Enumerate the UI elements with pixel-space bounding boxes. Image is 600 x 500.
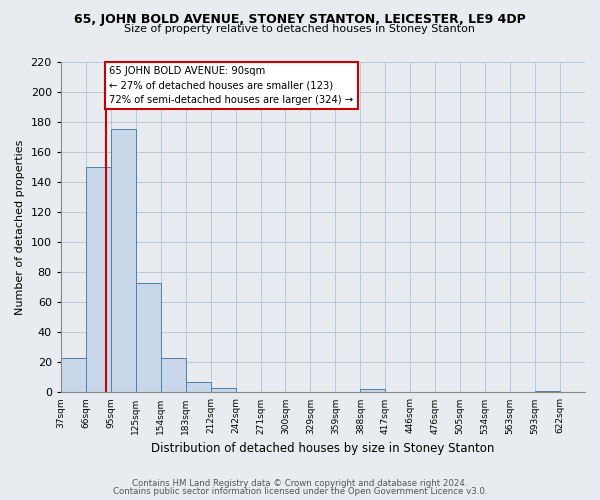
Y-axis label: Number of detached properties: Number of detached properties	[15, 140, 25, 314]
Bar	[211, 388, 236, 392]
Text: Contains HM Land Registry data © Crown copyright and database right 2024.: Contains HM Land Registry data © Crown c…	[132, 478, 468, 488]
Text: 65, JOHN BOLD AVENUE, STONEY STANTON, LEICESTER, LE9 4DP: 65, JOHN BOLD AVENUE, STONEY STANTON, LE…	[74, 12, 526, 26]
Bar	[185, 382, 211, 392]
Bar	[111, 129, 136, 392]
Text: Size of property relative to detached houses in Stoney Stanton: Size of property relative to detached ho…	[125, 24, 476, 34]
Bar	[361, 390, 385, 392]
X-axis label: Distribution of detached houses by size in Stoney Stanton: Distribution of detached houses by size …	[151, 442, 494, 455]
Bar	[136, 282, 161, 393]
Text: Contains public sector information licensed under the Open Government Licence v3: Contains public sector information licen…	[113, 487, 487, 496]
Text: 65 JOHN BOLD AVENUE: 90sqm
← 27% of detached houses are smaller (123)
72% of sem: 65 JOHN BOLD AVENUE: 90sqm ← 27% of deta…	[109, 66, 353, 105]
Bar	[535, 391, 560, 392]
Bar	[61, 358, 86, 392]
Bar	[161, 358, 185, 392]
Bar	[86, 167, 111, 392]
